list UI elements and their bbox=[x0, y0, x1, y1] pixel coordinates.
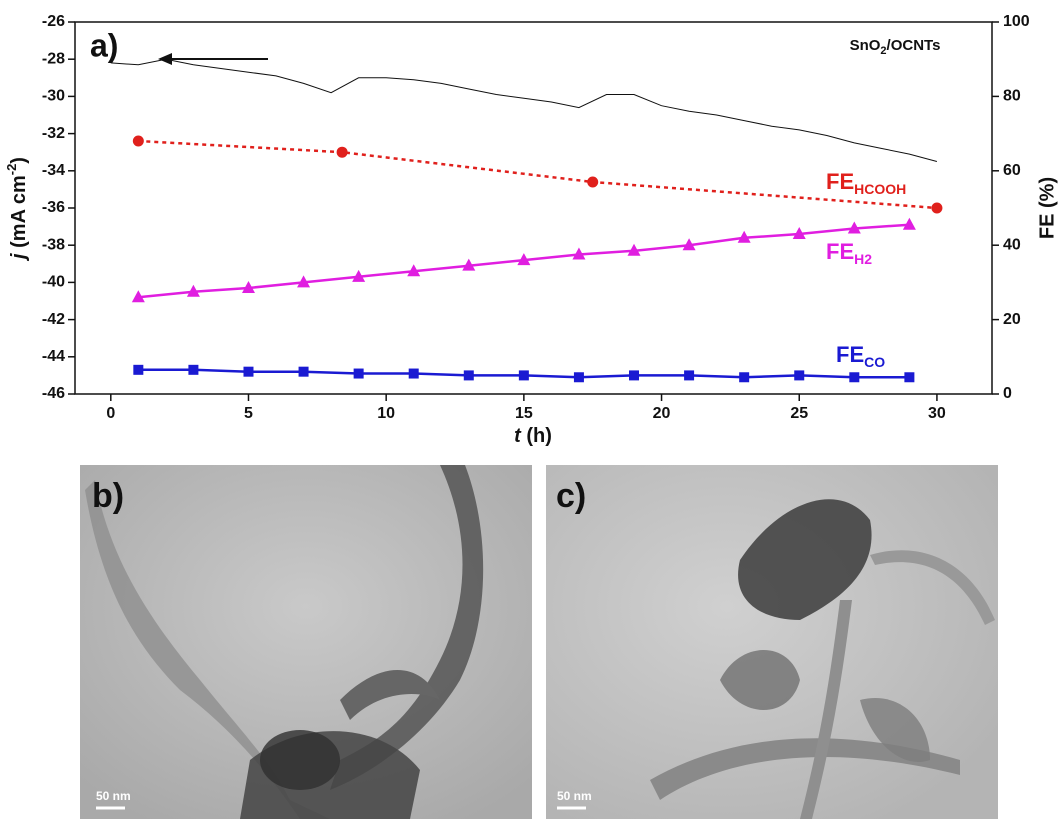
series-label: FEHCOOH bbox=[826, 169, 906, 197]
marker bbox=[574, 372, 584, 382]
tem-image-b bbox=[80, 465, 532, 819]
marker bbox=[188, 365, 198, 375]
marker bbox=[684, 370, 694, 380]
marker bbox=[409, 369, 419, 379]
series: FEH2 bbox=[132, 218, 916, 303]
y2-tick-label: 40 bbox=[1003, 236, 1021, 253]
x-tick-label: 5 bbox=[244, 405, 253, 422]
x-tick-label: 10 bbox=[377, 405, 395, 422]
arrow bbox=[158, 53, 268, 65]
series: FEHCOOH bbox=[133, 136, 943, 214]
y-tick-label: -26 bbox=[42, 13, 65, 30]
marker bbox=[931, 203, 942, 214]
y-tick-label: -44 bbox=[42, 348, 65, 365]
series-label: FECO bbox=[836, 342, 885, 370]
y-tick-label: -42 bbox=[42, 311, 65, 328]
marker bbox=[794, 370, 804, 380]
annotation: SnO2/OCNTs bbox=[850, 37, 941, 57]
marker bbox=[739, 372, 749, 382]
scale-bar-label: 50 nm bbox=[557, 789, 592, 803]
scale-bar-label: 50 nm bbox=[96, 789, 131, 803]
y-label-unit: (mA cm bbox=[8, 175, 30, 248]
marker bbox=[903, 218, 916, 230]
y-tick-label: -36 bbox=[42, 199, 65, 216]
marker bbox=[243, 367, 253, 377]
marker bbox=[519, 370, 529, 380]
x-tick-label: 0 bbox=[106, 405, 115, 422]
marker bbox=[587, 176, 598, 187]
marker bbox=[849, 372, 859, 382]
series-subscript: HCOOH bbox=[854, 181, 906, 197]
series-name: FE bbox=[826, 169, 854, 194]
marker bbox=[629, 370, 639, 380]
y-tick-label: -32 bbox=[42, 125, 65, 142]
marker bbox=[337, 147, 348, 158]
y2-axis-label: FE (%) bbox=[1036, 177, 1058, 239]
x-tick-label: 30 bbox=[928, 405, 946, 422]
series-subscript: CO bbox=[864, 354, 885, 370]
marker bbox=[904, 372, 914, 382]
y-tick-label: -38 bbox=[42, 236, 65, 253]
y2-tick-label: 20 bbox=[1003, 311, 1021, 328]
series-name: FE bbox=[836, 342, 864, 367]
marker bbox=[354, 369, 364, 379]
figure: b) c) 50 nm 50 nm a) SnO2/OCNTs t (h) j … bbox=[0, 0, 1064, 819]
y-tick-label: -28 bbox=[42, 50, 65, 67]
y-tick-label: -34 bbox=[42, 162, 65, 179]
y-label-exp: -2 bbox=[4, 164, 19, 176]
series-name: FE bbox=[826, 239, 854, 264]
marker bbox=[133, 136, 144, 147]
tem-image-c bbox=[546, 465, 998, 819]
marker bbox=[133, 365, 143, 375]
annotation-text: /OCNTs bbox=[887, 37, 941, 54]
y-tick-label: -30 bbox=[42, 88, 65, 105]
y2-tick-label: 0 bbox=[1003, 385, 1012, 402]
annotation-text: SnO bbox=[850, 37, 881, 54]
panel-label: b) bbox=[92, 477, 124, 515]
x-tick-label: 25 bbox=[790, 405, 808, 422]
x-axis-label: t (h) bbox=[514, 425, 552, 447]
panel-label: a) bbox=[90, 27, 118, 63]
series-subscript: H2 bbox=[854, 251, 872, 267]
marker bbox=[464, 370, 474, 380]
series-line bbox=[138, 141, 937, 208]
y-tick-label: -40 bbox=[42, 274, 65, 291]
y2-tick-label: 100 bbox=[1003, 13, 1030, 30]
x-label-unit: (h) bbox=[526, 425, 552, 447]
series-label: FEH2 bbox=[826, 239, 872, 267]
y-label-var: j bbox=[8, 253, 30, 262]
y2-tick-label: 60 bbox=[1003, 162, 1021, 179]
y-axis-label: j (mA cm-2) bbox=[4, 157, 30, 262]
x-tick-label: 15 bbox=[515, 405, 533, 422]
series: FECO bbox=[133, 342, 914, 382]
y-label-close: ) bbox=[8, 157, 30, 164]
y2-tick-label: 80 bbox=[1003, 88, 1021, 105]
marker bbox=[299, 367, 309, 377]
panel-label: c) bbox=[556, 477, 586, 515]
x-tick-label: 20 bbox=[653, 405, 671, 422]
x-label-var: t bbox=[514, 425, 522, 447]
plot-frame bbox=[75, 22, 992, 394]
y-tick-label: -46 bbox=[42, 385, 65, 402]
